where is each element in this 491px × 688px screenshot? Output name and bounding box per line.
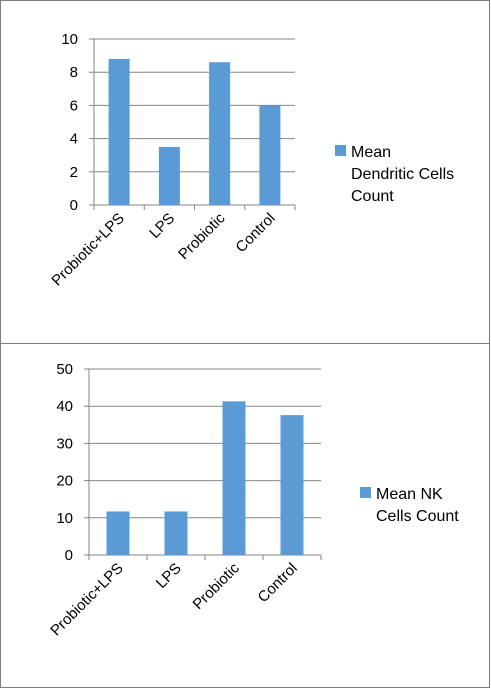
- bar-probiotic: [209, 62, 231, 205]
- bar-probiotic: [222, 401, 246, 555]
- bar-lps: [164, 511, 188, 555]
- x-tick-label: Probiotic+LPS: [47, 560, 127, 640]
- x-tick-label: Probiotic+LPS: [48, 210, 128, 290]
- legend-label: Count: [351, 188, 394, 205]
- y-tick-label: 40: [56, 398, 73, 415]
- y-tick-label: 2: [70, 164, 78, 181]
- y-tick-label: 20: [56, 473, 73, 490]
- legend-swatch: [360, 487, 371, 498]
- x-tick-label: Control: [255, 560, 301, 606]
- legend-swatch: [335, 145, 346, 156]
- legend-label: Cells Count: [376, 508, 459, 525]
- y-tick-label: 30: [56, 435, 73, 452]
- chart-panel-dendritic: 0 2 4 6 8 10 Probiotic+LPS LPS Probiotic Control M…: [0, 0, 490, 344]
- y-tick-label: 6: [70, 97, 78, 114]
- x-tick-label: Probiotic: [175, 209, 229, 263]
- y-tick-label: 50: [56, 361, 73, 378]
- y-tick-label: 8: [70, 64, 78, 81]
- legend-label: Dendritic Cells: [351, 166, 454, 183]
- bar-probiotic-lps: [108, 58, 130, 205]
- bar-control: [280, 415, 304, 555]
- x-tick-label: Probiotic: [190, 559, 244, 613]
- legend-label: Mean: [351, 144, 391, 161]
- bar-control: [259, 105, 281, 205]
- x-tick-label: LPS: [146, 210, 178, 242]
- chart-panel-nk: 0 10 20 30 40 50 Probiotic+LPS LPS Probiotic Cont…: [0, 343, 490, 688]
- bar-lps: [158, 146, 180, 205]
- nk-cells-chart: 0 10 20 30 40 50 Probiotic+LPS LPS Probiotic Cont…: [47, 361, 459, 640]
- x-tick-label: Control: [232, 210, 278, 256]
- x-tick-label: LPS: [153, 560, 185, 592]
- y-tick-label: 0: [65, 547, 73, 564]
- bar-probiotic-lps: [106, 511, 130, 555]
- legend-label: Mean NK: [376, 486, 443, 503]
- y-tick-label: 0: [70, 197, 78, 214]
- y-tick-label: 10: [56, 510, 73, 527]
- y-tick-label: 4: [70, 131, 78, 148]
- y-tick-label: 10: [61, 31, 78, 48]
